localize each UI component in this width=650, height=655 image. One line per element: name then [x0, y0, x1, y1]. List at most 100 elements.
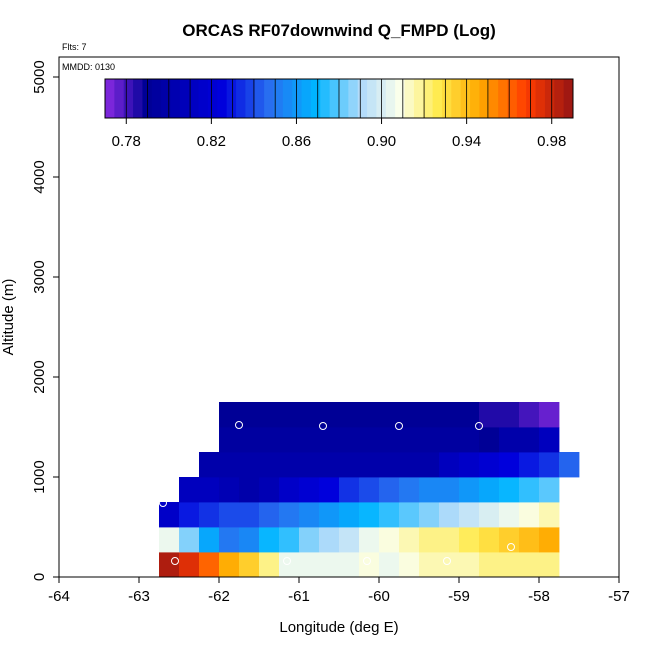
- colorbar-segment: [217, 79, 228, 118]
- heatmap-cell: [439, 477, 460, 503]
- heatmap-cell: [359, 477, 380, 503]
- heatmap-cell: [339, 527, 360, 553]
- heatmap-cell: [539, 452, 560, 478]
- heatmap-cell: [179, 477, 200, 503]
- heatmap-cell: [339, 452, 360, 478]
- colorbar-segment: [460, 79, 471, 118]
- heatmap-cell: [439, 502, 460, 528]
- heatmap-cell: [519, 477, 540, 503]
- x-tick-label: -60: [368, 588, 390, 605]
- heatmap-cell: [159, 527, 180, 553]
- heatmap-cell: [419, 427, 440, 453]
- heatmap-cell: [319, 452, 340, 478]
- flight-point-marker: [507, 543, 515, 551]
- heatmap-cell: [259, 552, 280, 578]
- x-tick-label: -59: [448, 588, 470, 605]
- heatmap-cell: [259, 452, 280, 478]
- colorbar-tick-label: 0.90: [367, 133, 396, 150]
- heatmap-cell: [459, 477, 480, 503]
- heatmap-cell: [399, 477, 420, 503]
- heatmap-cells: [159, 402, 580, 578]
- colorbar-segment: [170, 79, 181, 118]
- heatmap-cell: [319, 402, 340, 428]
- heatmap-cell: [239, 502, 260, 528]
- heatmap-cell: [179, 552, 200, 578]
- heatmap-cell: [339, 477, 360, 503]
- heatmap-cell: [439, 427, 460, 453]
- heatmap-cell: [359, 402, 380, 428]
- heatmap-cell: [479, 427, 500, 453]
- colorbar-segment: [151, 79, 162, 118]
- colorbar-segment: [236, 79, 246, 118]
- heatmap-cell: [219, 402, 240, 428]
- colorbar-segment: [348, 79, 359, 118]
- data-points: [159, 421, 515, 565]
- heatmap-cell: [279, 552, 300, 578]
- heatmap-cell: [279, 527, 300, 553]
- heatmap-cell: [239, 477, 260, 503]
- heatmap-cell: [259, 527, 280, 553]
- heatmap-cell: [499, 502, 520, 528]
- heatmap-cell: [499, 527, 520, 553]
- heatmap-cell: [199, 502, 220, 528]
- flight-point-marker: [235, 421, 243, 429]
- heatmap-cell: [319, 477, 340, 503]
- heatmap-cell: [379, 527, 400, 553]
- flight-point-marker: [159, 499, 167, 507]
- heatmap-cell: [419, 552, 440, 578]
- heatmap-cell: [279, 402, 300, 428]
- heatmap-cell: [479, 402, 500, 428]
- heatmap-cell: [439, 552, 460, 578]
- heatmap-cell: [259, 427, 280, 453]
- colorbar-segment: [123, 79, 134, 118]
- heatmap-cell: [379, 402, 400, 428]
- heatmap-cell: [559, 452, 580, 478]
- heatmap-cell: [539, 527, 560, 553]
- x-axis: -64 -63 -62 -61 -60 -59 -58 -57: [48, 577, 630, 605]
- colorbar-tick-label: 0.78: [112, 133, 141, 150]
- heatmap-cell: [419, 452, 440, 478]
- heatmap-cell: [479, 477, 500, 503]
- heatmap-cell: [499, 402, 520, 428]
- heatmap-cell: [539, 402, 560, 428]
- heatmap-cell: [439, 527, 460, 553]
- colorbar-segment: [488, 79, 499, 118]
- colorbar-segment: [245, 79, 256, 118]
- heatmap-cell: [379, 502, 400, 528]
- colorbar-segment: [563, 79, 574, 118]
- heatmap-cell: [279, 452, 300, 478]
- flight-point-marker: [171, 557, 179, 565]
- colorbar-segment: [423, 79, 434, 118]
- heatmap-cell: [319, 527, 340, 553]
- heatmap-cell: [459, 452, 480, 478]
- colorbar-segment: [207, 79, 218, 118]
- heatmap-cell: [459, 502, 480, 528]
- heatmap-cell: [199, 552, 220, 578]
- heatmap-cell: [439, 452, 460, 478]
- y-tick-label: 0: [31, 573, 48, 581]
- heatmap-cell: [359, 502, 380, 528]
- x-tick-label: -64: [48, 588, 70, 605]
- colorbar-segment: [339, 79, 349, 118]
- heatmap-cell: [339, 427, 360, 453]
- heatmap-cell: [499, 477, 520, 503]
- heatmap-cell: [179, 527, 200, 553]
- chart-title: ORCAS RF07downwind Q_FMPD (Log): [182, 21, 496, 40]
- colorbar-segment: [273, 79, 284, 118]
- y-tick-label: 5000: [31, 60, 48, 93]
- heatmap-cell: [419, 527, 440, 553]
- heatmap-cell: [199, 477, 220, 503]
- heatmap-cell: [519, 527, 540, 553]
- colorbar-segment: [498, 79, 508, 118]
- heatmap-cell: [299, 427, 320, 453]
- heatmap-cell: [399, 502, 420, 528]
- date-note: MMDD: 0130: [62, 62, 115, 72]
- heatmap-cell: [239, 527, 260, 553]
- heatmap-cell: [319, 502, 340, 528]
- colorbar-segment: [432, 79, 443, 118]
- colorbar-segment: [535, 79, 546, 118]
- heatmap-cell: [419, 402, 440, 428]
- heatmap-cell: [239, 452, 260, 478]
- y-tick-label: 3000: [31, 260, 48, 293]
- colorbar-segment: [254, 79, 265, 118]
